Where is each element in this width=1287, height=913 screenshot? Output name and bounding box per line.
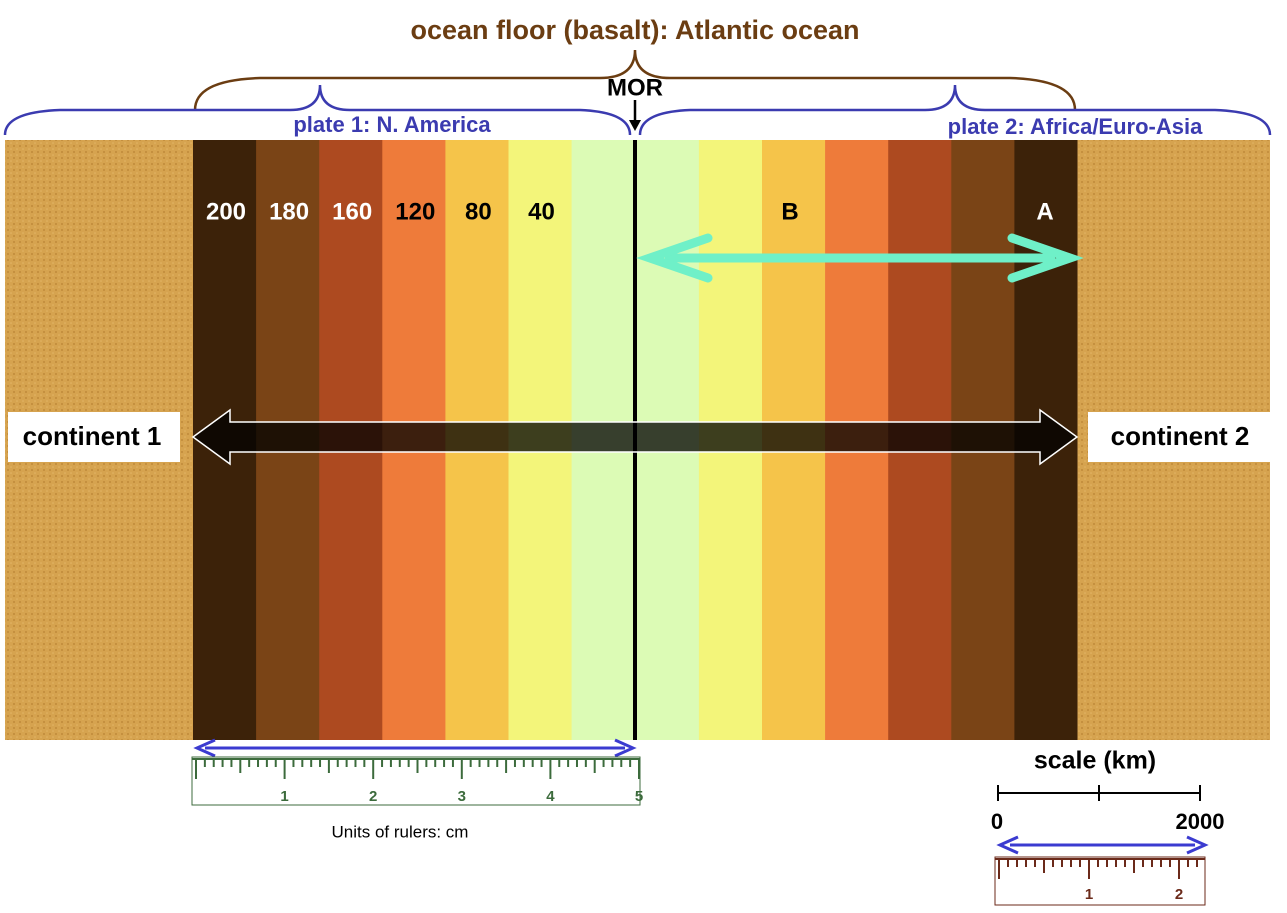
- plate-label: plate 2: Africa/Euro-Asia: [948, 114, 1203, 139]
- continent-arrow: [191, 408, 1079, 466]
- age-label: 120: [395, 198, 435, 225]
- point-label: A: [1036, 198, 1053, 225]
- ruler-label: 5: [635, 788, 643, 805]
- plate-label: plate 1: N. America: [293, 112, 491, 137]
- scale-max: 2000: [1176, 809, 1225, 834]
- plate-brace: [638, 84, 1272, 136]
- age-label: 160: [332, 198, 372, 225]
- ruler-label: 4: [546, 788, 555, 805]
- spread-arrow-head: [1007, 233, 1084, 283]
- ruler-arrow-head: [614, 738, 637, 758]
- ruler-label: 1: [1085, 886, 1093, 903]
- scale-title: scale (km): [1034, 747, 1156, 775]
- mor-label: MOR: [607, 74, 663, 101]
- age-label: 40: [528, 198, 555, 225]
- label-box: [1088, 412, 1270, 462]
- age-label: 180: [269, 198, 309, 225]
- title: ocean floor (basalt): Atlantic ocean: [410, 15, 859, 45]
- point-label: B: [781, 198, 798, 225]
- ruler-arrow-head: [996, 835, 1019, 855]
- spread-arrow-head: [636, 233, 713, 283]
- ruler-arrow-head: [193, 738, 216, 758]
- scale-min: 0: [991, 809, 1003, 834]
- ruler: [191, 756, 641, 806]
- ruler-note: Units of rulers: cm: [332, 822, 469, 841]
- label-box: [8, 412, 180, 462]
- continent-label: continent 1: [23, 421, 162, 451]
- mor-arrow-head: [629, 120, 641, 131]
- age-label: 80: [465, 198, 492, 225]
- ruler-label: 2: [1175, 886, 1183, 903]
- ruler-label: 2: [369, 788, 377, 805]
- ocean-brace: [193, 49, 1077, 111]
- plate-brace: [3, 84, 632, 136]
- age-label: 200: [206, 198, 246, 225]
- ruler-label: 3: [458, 788, 466, 805]
- ruler-label: 1: [280, 788, 288, 805]
- continent-label: continent 2: [1111, 421, 1250, 451]
- ruler-arrow-head: [1186, 835, 1209, 855]
